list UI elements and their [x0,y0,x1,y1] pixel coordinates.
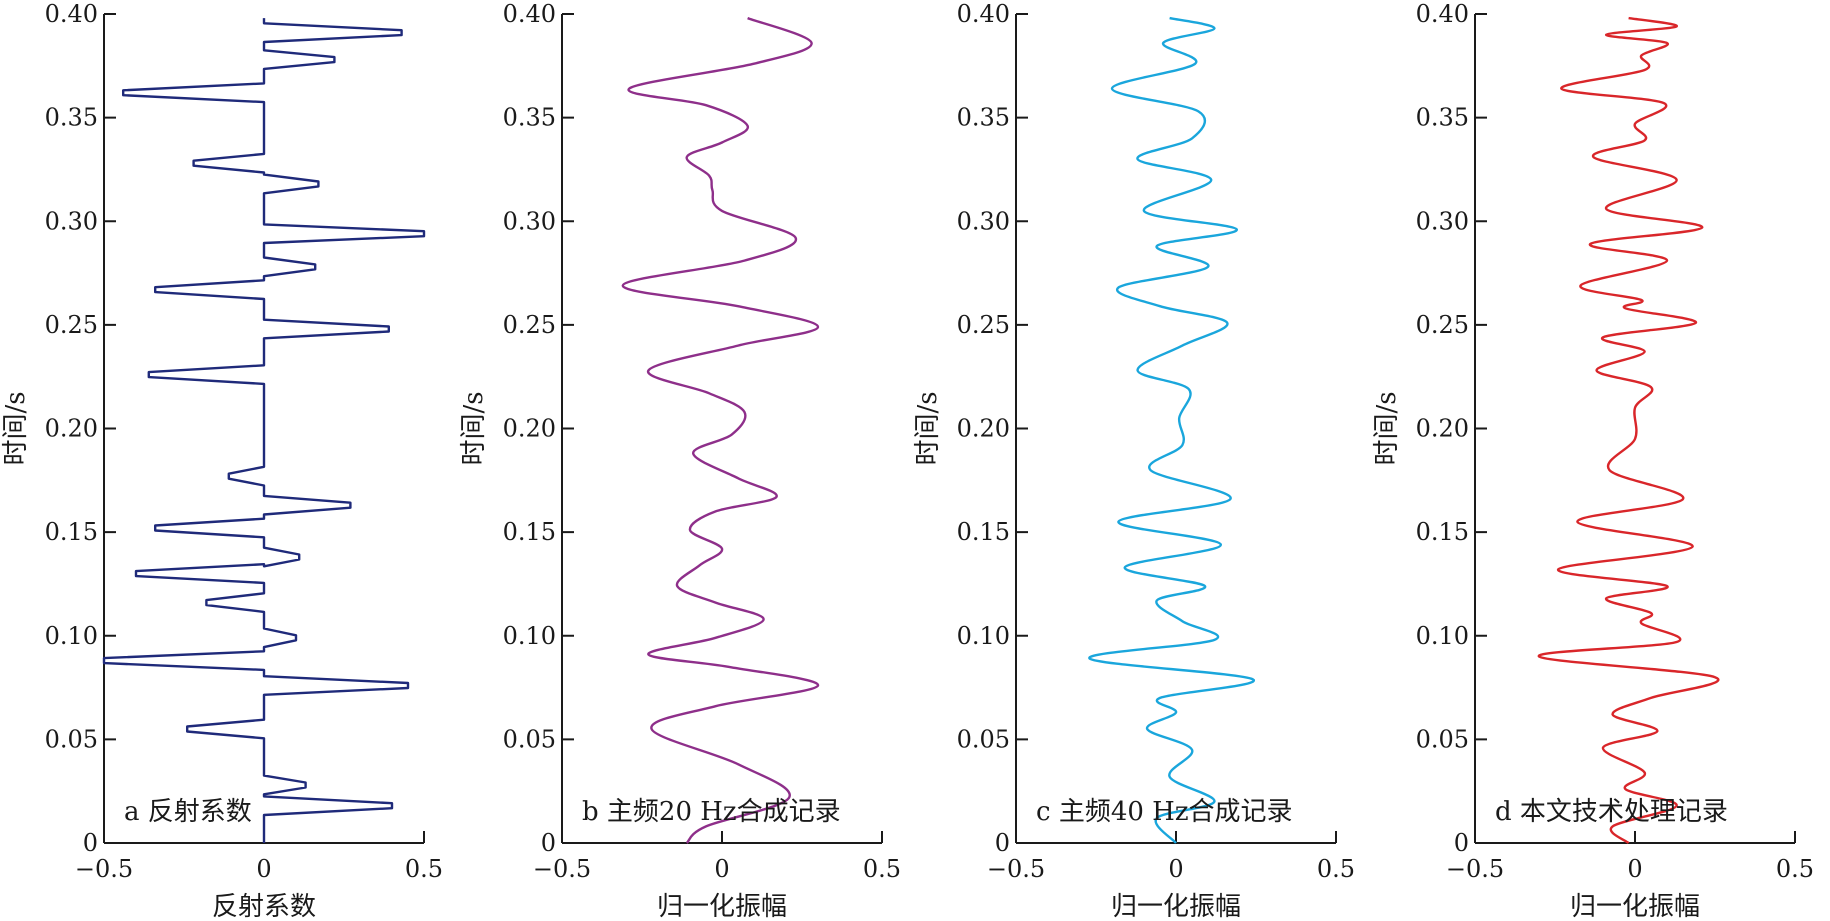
y-axis-title: 时间/s [1372,391,1402,465]
x-tick-label: −0.5 [533,855,591,883]
y-tick-label: 0.30 [503,207,556,235]
x-tick-label: 0.5 [1317,855,1355,883]
y-tick-label: 0.40 [45,0,98,28]
chart-panel-d: 00.050.100.150.200.250.300.350.40−0.5 0 0.… [1372,0,1814,921]
x-tick-label: 0 [1627,855,1642,883]
series-line-a [102,18,426,843]
y-tick-label: 0 [83,829,98,857]
y-tick-label: 0.10 [45,622,98,650]
y-tick-label: 0.35 [957,104,1010,132]
y-tick-label: 0.25 [503,311,556,339]
y-tick-label: 0.20 [957,415,1010,443]
y-tick-label: 0.35 [1416,104,1469,132]
y-tick-label: 0 [1454,829,1469,857]
chart-panel-b: 00.050.100.150.200.250.300.350.40−0.5 0 0.… [459,0,901,921]
y-tick-label: 0.30 [45,207,98,235]
x-tick-label: 0 [1168,855,1183,883]
y-tick-label: 0.25 [45,311,98,339]
y-tick-label: 0.25 [1416,311,1469,339]
y-tick-label: 0.15 [1416,518,1469,546]
x-tick-label: −0.5 [1446,855,1504,883]
x-tick-label: 0 [256,855,271,883]
series-line-b [621,16,820,844]
y-tick-label: 0.20 [45,415,98,443]
panel-caption: d 本文技术处理记录 [1495,797,1728,827]
y-axis-title: 时间/s [1,391,31,465]
y-tick-label: 0.40 [1416,0,1469,28]
y-tick-label: 0.15 [45,518,98,546]
y-tick-label: 0.05 [45,725,98,753]
y-tick-label: 0.25 [957,311,1010,339]
y-tick-label: 0 [995,829,1010,857]
y-tick-label: 0.15 [503,518,556,546]
y-tick-label: 0.35 [503,104,556,132]
y-tick-label: 0.30 [1416,207,1469,235]
y-tick-label: 0.20 [503,415,556,443]
x-axis-title: 归一化振幅 [657,892,787,921]
y-tick-label: 0.15 [957,518,1010,546]
x-axis-title: 反射系数 [212,892,316,921]
x-tick-label: 0.5 [1776,855,1814,883]
y-tick-label: 0.05 [1416,725,1469,753]
y-axis-title: 时间/s [459,391,489,465]
panel-caption: a 反射系数 [124,797,252,827]
y-tick-label: 0.05 [503,725,556,753]
y-tick-label: 0.10 [503,622,556,650]
y-tick-label: 0.40 [503,0,556,28]
x-axis-title: 归一化振幅 [1111,892,1241,921]
chart-panel-a: 00.050.100.150.200.250.300.350.40−0.5 0 0.… [1,0,443,921]
y-tick-label: 0.10 [957,622,1010,650]
y-axis-title: 时间/s [913,391,943,465]
x-tick-label: −0.5 [75,855,133,883]
y-tick-label: 0.20 [1416,415,1469,443]
y-tick-label: 0.30 [957,207,1010,235]
x-tick-label: 0.5 [405,855,443,883]
y-tick-label: 0.05 [957,725,1010,753]
y-tick-label: 0.35 [45,104,98,132]
series-line-d [1537,16,1720,844]
x-tick-label: 0.5 [863,855,901,883]
panel-caption: c 主频40 Hz合成记录 [1036,797,1293,827]
x-tick-label: −0.5 [987,855,1045,883]
series-line-c [1088,16,1255,844]
x-tick-label: 0 [714,855,729,883]
y-tick-label: 0.40 [957,0,1010,28]
chart-panel-c: 00.050.100.150.200.250.300.350.40−0.5 0 0.… [913,0,1355,921]
y-tick-label: 0 [541,829,556,857]
x-axis-title: 归一化振幅 [1570,892,1700,921]
y-tick-label: 0.10 [1416,622,1469,650]
panel-caption: b 主频20 Hz合成记录 [582,797,841,827]
